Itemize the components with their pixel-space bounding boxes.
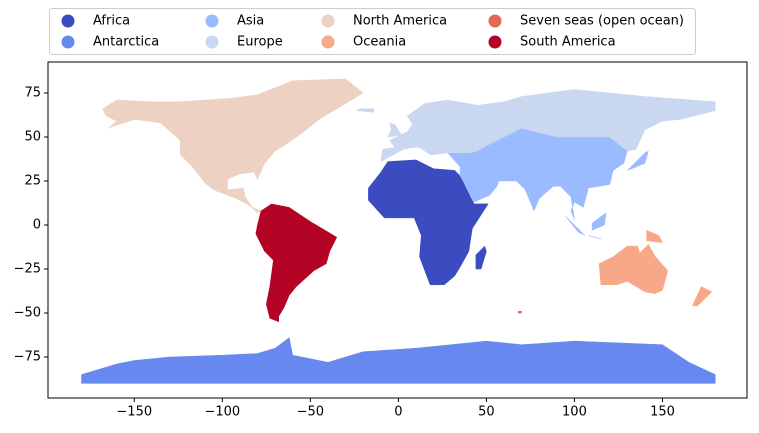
- y-tick-label: −50: [14, 305, 41, 320]
- legend-label: Asia: [237, 14, 264, 29]
- legend-label: Africa: [93, 14, 130, 29]
- legend-label: Oceania: [353, 35, 406, 50]
- region: [368, 159, 489, 286]
- legend-marker: [61, 14, 75, 28]
- y-tick-label: −25: [14, 261, 41, 276]
- legend-label: North America: [353, 14, 447, 29]
- region: [517, 310, 522, 314]
- x-tick-label: 100: [562, 405, 587, 420]
- region: [598, 243, 669, 294]
- region: [380, 89, 716, 163]
- legend-marker: [488, 14, 502, 28]
- region: [565, 216, 586, 236]
- legend-marker: [488, 35, 502, 49]
- legend-marker: [321, 35, 335, 49]
- legend-marker: [205, 14, 219, 28]
- legend-label: Seven seas (open ocean): [520, 14, 684, 29]
- region: [355, 108, 374, 113]
- x-tick-label: 150: [650, 405, 675, 420]
- y-tick-label: 50: [24, 129, 41, 144]
- legend-label: South America: [520, 35, 616, 50]
- x-tick-label: −150: [116, 405, 152, 420]
- x-tick-label: 50: [478, 405, 495, 420]
- axes-frame: [47, 61, 748, 399]
- y-tick-label: 0: [33, 217, 41, 232]
- legend-marker: [205, 35, 219, 49]
- x-tick-label: −50: [297, 405, 324, 420]
- legend-marker: [61, 35, 75, 49]
- y-tick-label: 25: [24, 173, 41, 188]
- region: [102, 78, 364, 213]
- x-tick-label: 0: [394, 405, 402, 420]
- region: [588, 235, 601, 240]
- legend-label: Antarctica: [93, 35, 159, 50]
- region: [627, 150, 649, 171]
- region: [81, 337, 716, 384]
- region: [692, 286, 713, 307]
- y-tick-label: 75: [24, 85, 41, 100]
- legend-label: Europe: [237, 35, 283, 50]
- region: [646, 229, 663, 243]
- region: [475, 245, 487, 270]
- x-tick-label: −100: [204, 405, 240, 420]
- region: [255, 203, 338, 323]
- region: [591, 212, 607, 231]
- region: [387, 122, 403, 138]
- legend-marker: [321, 14, 335, 28]
- y-tick-label: −75: [14, 349, 41, 364]
